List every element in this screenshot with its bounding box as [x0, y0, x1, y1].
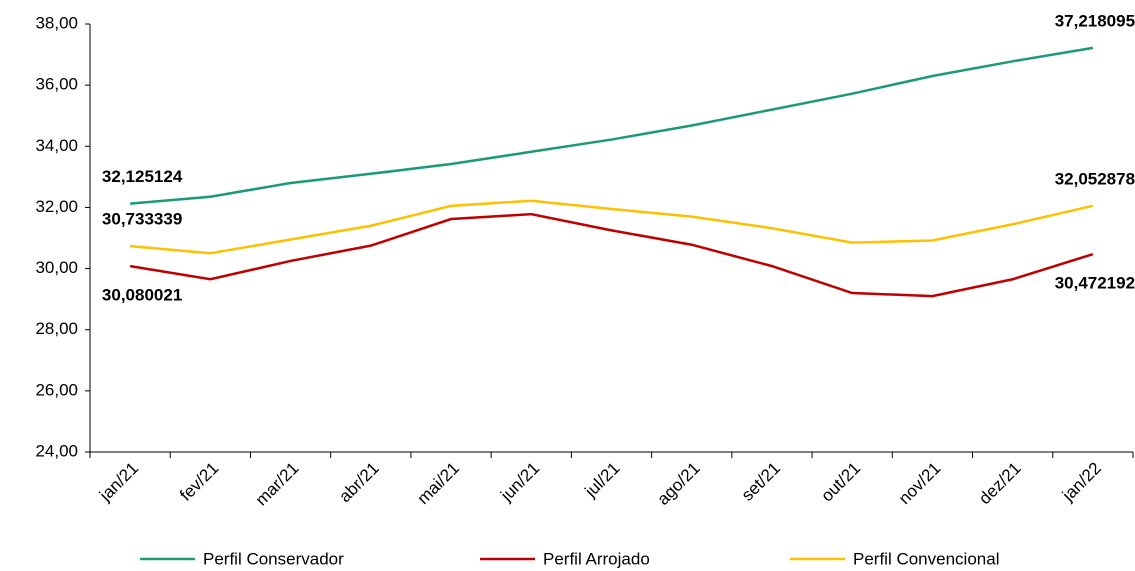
series-line — [130, 199, 1094, 255]
y-tick-label: 28,00 — [35, 319, 78, 338]
legend-label: Perfil Convencional — [853, 549, 999, 568]
x-tick-label: mai/21 — [414, 459, 464, 509]
x-tick-label: jul/21 — [581, 459, 624, 502]
value-label: 30,080021 — [102, 286, 182, 305]
x-tick-label: dez/21 — [975, 459, 1025, 509]
y-tick-label: 38,00 — [35, 13, 78, 32]
y-tick-label: 36,00 — [35, 75, 78, 94]
value-label: 30,733339 — [102, 210, 182, 229]
value-label: 30,472192 — [1055, 274, 1135, 293]
x-tick-label: ago/21 — [654, 459, 704, 509]
x-tick-label: mar/21 — [252, 459, 303, 510]
x-tick-label: jan/21 — [95, 459, 142, 506]
series-line — [129, 212, 1094, 298]
x-tick-label: set/21 — [738, 459, 784, 505]
legend-label: Perfil Arrojado — [543, 549, 650, 568]
series-line — [130, 46, 1094, 205]
y-tick-label: 30,00 — [35, 258, 78, 277]
y-tick-label: 24,00 — [35, 441, 78, 460]
value-label: 32,052878 — [1055, 169, 1135, 188]
x-tick-label: jan/22 — [1058, 459, 1105, 506]
legend-label: Perfil Conservador — [203, 549, 344, 568]
x-tick-label: abr/21 — [335, 459, 383, 507]
x-tick-label: fev/21 — [176, 459, 222, 505]
x-tick-label: nov/21 — [895, 459, 945, 509]
value-label: 37,218095 — [1055, 11, 1135, 30]
x-tick-label: jun/21 — [496, 459, 543, 506]
y-tick-label: 26,00 — [35, 380, 78, 399]
x-tick-label: out/21 — [817, 459, 864, 506]
y-tick-label: 34,00 — [35, 136, 78, 155]
y-tick-label: 32,00 — [35, 197, 78, 216]
value-label: 32,125124 — [102, 167, 183, 186]
